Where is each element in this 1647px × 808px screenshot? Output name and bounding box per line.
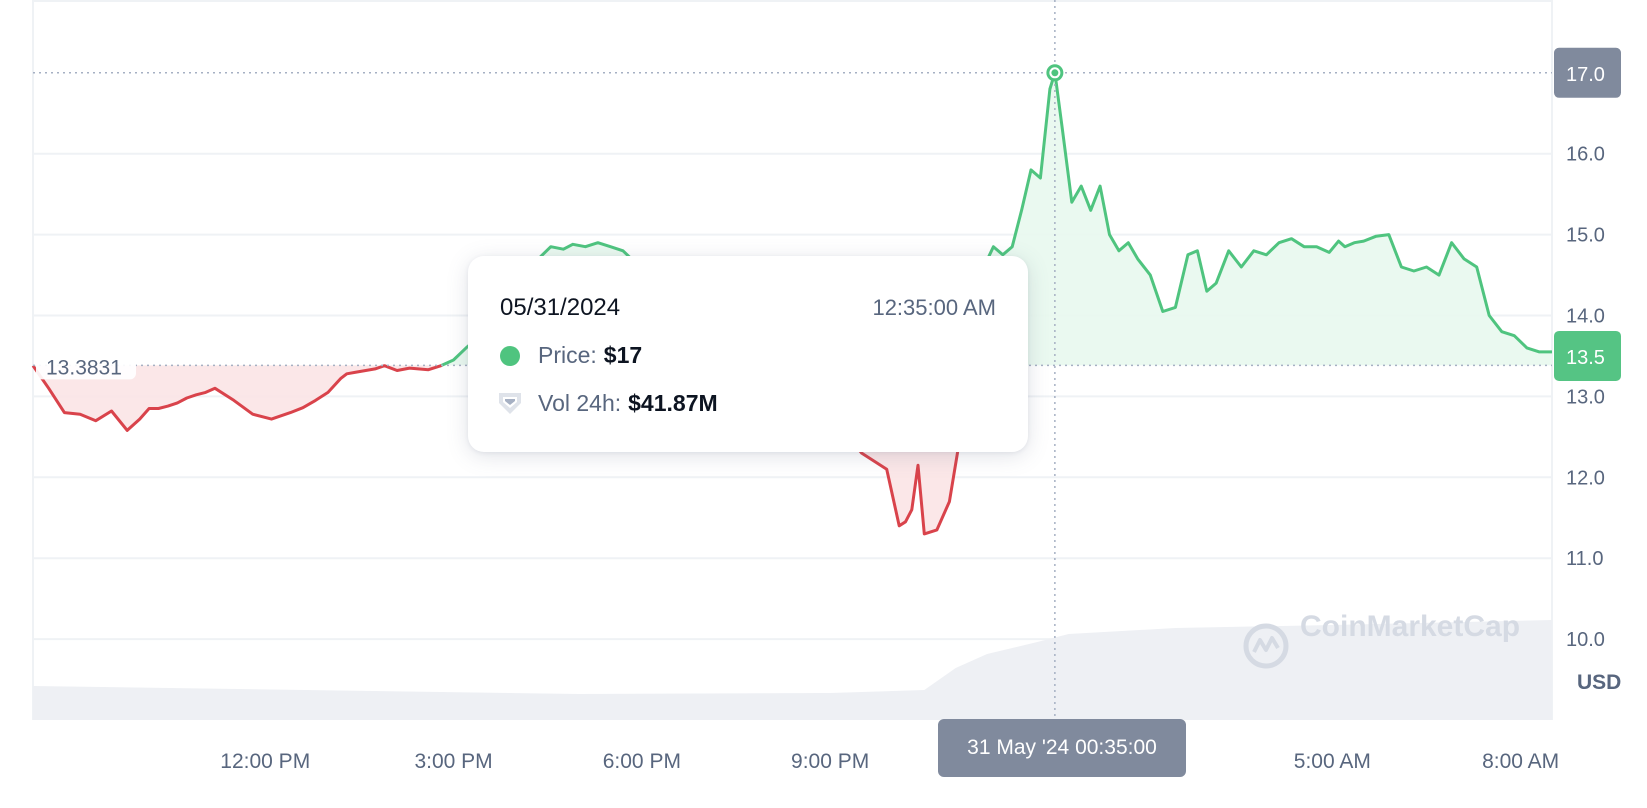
hover-price-badge [1554,47,1621,98]
x-tick-label: 5:00 AM [1294,750,1371,773]
tooltip-price-row: Price: $17 [500,342,642,369]
hover-time-badge: 31 May '24 00:35:00 [938,719,1186,777]
x-tick-label: 8:00 AM [1482,750,1559,773]
tooltip-price-label: Price: [538,342,597,368]
y-tick-label: 12.0 [1566,467,1605,489]
tooltip-price-value: $17 [603,342,643,368]
x-axis: 12:00 PM 3:00 PM 6:00 PM 9:00 PM 5:00 AM 8:00… [220,750,1559,773]
coinmarketcap-logo-icon [1243,623,1289,669]
x-tick-label: 12:00 PM [220,750,310,773]
y-tick-label: 10.0 [1566,629,1605,651]
crosshair: 17.0 13.5 [33,0,1621,720]
hover-point-dot [1051,69,1059,77]
volume-area [33,620,1552,720]
line-segment-down [31,364,443,432]
watermark-text: CoinMarketCap [1300,610,1520,643]
reference-label-bg [36,345,136,380]
tooltip-date: 05/31/2024 [500,294,621,321]
tooltip-volume-label: Vol 24h: [538,389,622,416]
hover-price-label: 17.0 [1566,64,1605,86]
y-tick-label: 16.0 [1566,144,1605,166]
current-price-badge [1554,330,1621,381]
x-tick-label: 3:00 PM [414,750,492,773]
y-tick-label: 11.0 [1566,548,1603,570]
x-tick-label: 6:00 PM [603,750,681,773]
tooltip-time: 12:35:00 AM [872,295,996,320]
price-dot-icon [500,345,520,366]
line-segment-up [969,71,1552,366]
area-below-ref [33,365,442,431]
watermark: CoinMarketCap [1243,610,1520,669]
current-price-label: 13.5 [1566,347,1605,369]
x-tick-label: 9:00 PM [791,750,869,773]
area-above-ref [971,72,1552,366]
y-tick-label: 15.0 [1566,225,1605,247]
tooltip-volume-value: $41.87M [628,389,718,416]
y-tick-label: 13.0 [1566,386,1605,408]
volume-shield-icon [496,389,524,417]
price-tooltip: 05/31/2024 12:35:00 AM Price: $17 Vol 24… [468,256,1028,452]
tooltip-volume-row: Vol 24h: $41.87M [499,389,718,417]
reference-line: 13.3831 [33,345,1552,380]
volume-bars [33,620,1552,720]
y-axis-unit: USD [1577,671,1621,694]
reference-price-label: 13.3831 [46,356,122,379]
y-tick-label: 14.0 [1566,306,1605,328]
y-axis: 10.0 11.0 12.0 13.0 14.0 15.0 16.0 [1566,144,1605,651]
